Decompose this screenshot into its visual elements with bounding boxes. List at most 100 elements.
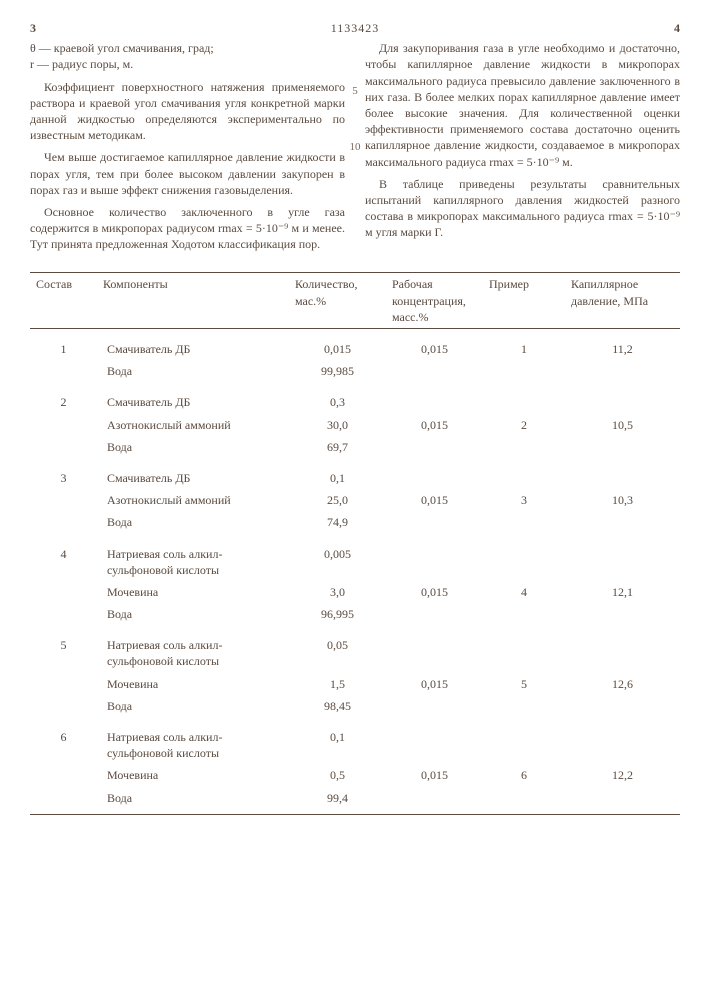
table-row: 3Смачиватель ДБ0,1 — [30, 458, 680, 489]
results-table: Состав Компоненты Количество, мас.% Рабо… — [30, 272, 680, 814]
cell-pressure: 12,2 — [565, 764, 680, 786]
cell-component: Мочевина — [97, 581, 289, 603]
table-row: Мочевина1,50,015512,6 — [30, 673, 680, 695]
cell-example — [483, 360, 565, 382]
cell-quantity: 98,45 — [289, 695, 386, 717]
cell-sostav — [30, 673, 97, 695]
right-column: Для закупоривания газа в угле необходимо… — [365, 40, 680, 258]
table-row: Мочевина3,00,015412,1 — [30, 581, 680, 603]
cell-sostav — [30, 414, 97, 436]
cell-concentration — [386, 603, 483, 625]
cell-concentration — [386, 436, 483, 458]
line-number-5: 5 — [352, 84, 358, 99]
cell-pressure — [565, 787, 680, 815]
cell-quantity: 74,9 — [289, 511, 386, 533]
table-body: 1Смачиватель ДБ0,0150,015111,2Вода99,985… — [30, 329, 680, 815]
cell-quantity: 0,1 — [289, 717, 386, 764]
th-components: Компоненты — [97, 273, 289, 329]
table-row: Вода96,995 — [30, 603, 680, 625]
cell-component: Вода — [97, 436, 289, 458]
cell-example: 3 — [483, 489, 565, 511]
cell-sostav — [30, 787, 97, 815]
cell-concentration: 0,015 — [386, 414, 483, 436]
table-row: 4Натриевая соль алкил-сульфоновой кислот… — [30, 534, 680, 581]
cell-pressure — [565, 511, 680, 533]
cell-concentration: 0,015 — [386, 489, 483, 511]
cell-pressure — [565, 625, 680, 672]
cell-sostav — [30, 489, 97, 511]
cell-example: 4 — [483, 581, 565, 603]
cell-quantity: 3,0 — [289, 581, 386, 603]
cell-sostav — [30, 436, 97, 458]
cell-concentration: 0,015 — [386, 764, 483, 786]
cell-component: Вода — [97, 511, 289, 533]
cell-sostav — [30, 603, 97, 625]
cell-example — [483, 511, 565, 533]
cell-concentration — [386, 382, 483, 413]
cell-example — [483, 603, 565, 625]
cell-concentration — [386, 625, 483, 672]
cell-concentration: 0,015 — [386, 581, 483, 603]
cell-concentration: 0,015 — [386, 673, 483, 695]
cell-component: Вода — [97, 787, 289, 815]
th-quantity: Количество, мас.% — [289, 273, 386, 329]
cell-pressure — [565, 717, 680, 764]
th-pressure: Капиллярное давление, МПа — [565, 273, 680, 329]
table-row: Мочевина0,50,015612,2 — [30, 764, 680, 786]
cell-component: Смачиватель ДБ — [97, 458, 289, 489]
cell-quantity: 0,005 — [289, 534, 386, 581]
cell-example — [483, 458, 565, 489]
cell-component: Вода — [97, 695, 289, 717]
cell-example: 5 — [483, 673, 565, 695]
cell-component: Натриевая соль алкил-сульфоновой кислоты — [97, 717, 289, 764]
cell-pressure: 12,1 — [565, 581, 680, 603]
cell-concentration — [386, 717, 483, 764]
page-num-left: 3 — [30, 20, 50, 36]
cell-component: Натриевая соль алкил-сульфоновой кислоты — [97, 625, 289, 672]
table-row: 6Натриевая соль алкил-сульфоновой кислот… — [30, 717, 680, 764]
cell-quantity: 99,985 — [289, 360, 386, 382]
cell-example — [483, 717, 565, 764]
cell-component: Мочевина — [97, 673, 289, 695]
cell-component: Мочевина — [97, 764, 289, 786]
cell-concentration — [386, 458, 483, 489]
cell-pressure: 12,6 — [565, 673, 680, 695]
cell-sostav — [30, 695, 97, 717]
left-column: θ — краевой угол смачивания, град; r — р… — [30, 40, 345, 258]
para-pressure: Чем выше достигаемое капиллярное давлени… — [30, 149, 345, 198]
symbol-definitions: θ — краевой угол смачивания, град; r — р… — [30, 40, 345, 72]
cell-concentration — [386, 360, 483, 382]
cell-quantity: 69,7 — [289, 436, 386, 458]
cell-pressure — [565, 360, 680, 382]
def-theta: θ — краевой угол смачивания, град; — [30, 40, 345, 56]
page-num-right: 4 — [660, 20, 680, 36]
th-concentration: Рабочая концентрация, масс.% — [386, 273, 483, 329]
para-table-intro: В таблице приведены результаты сравнител… — [365, 176, 680, 241]
cell-quantity: 0,015 — [289, 329, 386, 361]
cell-component: Натриевая соль алкил-сульфоновой кислоты — [97, 534, 289, 581]
cell-quantity: 25,0 — [289, 489, 386, 511]
para-micropores: Основное количество заключенного в угле … — [30, 204, 345, 253]
cell-quantity: 0,05 — [289, 625, 386, 672]
cell-sostav: 5 — [30, 625, 97, 672]
cell-sostav: 1 — [30, 329, 97, 361]
cell-component: Азотнокислый аммоний — [97, 489, 289, 511]
cell-sostav: 6 — [30, 717, 97, 764]
cell-pressure — [565, 695, 680, 717]
cell-concentration — [386, 534, 483, 581]
cell-example: 2 — [483, 414, 565, 436]
cell-component: Смачиватель ДБ — [97, 382, 289, 413]
cell-example: 6 — [483, 764, 565, 786]
cell-pressure — [565, 534, 680, 581]
cell-quantity: 99,4 — [289, 787, 386, 815]
cell-component: Вода — [97, 360, 289, 382]
cell-sostav: 2 — [30, 382, 97, 413]
cell-example — [483, 382, 565, 413]
cell-pressure: 10,3 — [565, 489, 680, 511]
cell-sostav — [30, 764, 97, 786]
table-row: 2Смачиватель ДБ0,3 — [30, 382, 680, 413]
table-row: Вода74,9 — [30, 511, 680, 533]
cell-sostav: 4 — [30, 534, 97, 581]
table-row: Вода69,7 — [30, 436, 680, 458]
cell-pressure — [565, 458, 680, 489]
